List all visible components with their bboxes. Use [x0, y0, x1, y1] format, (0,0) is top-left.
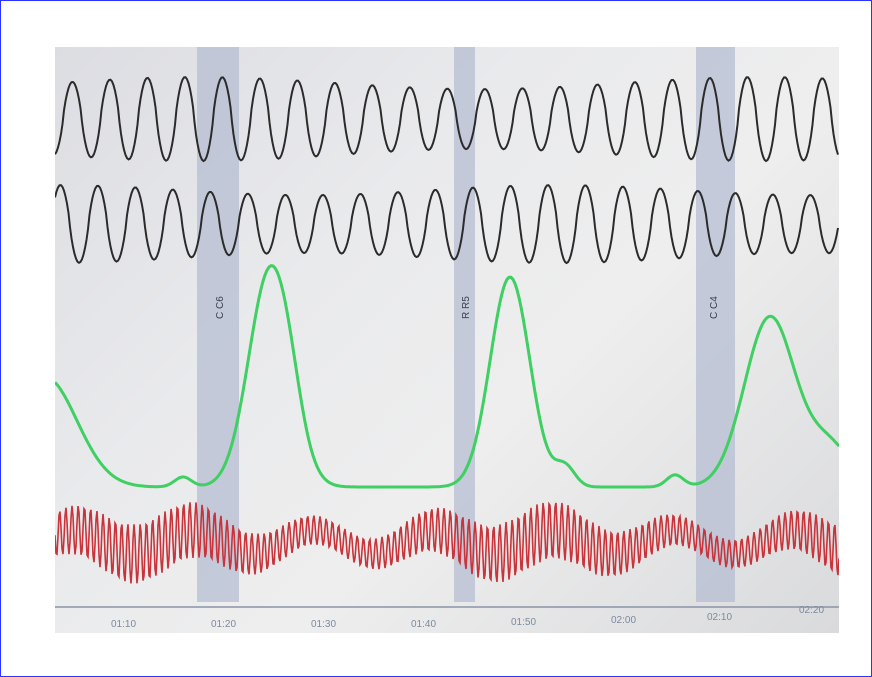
tick-label: 02:00 — [611, 615, 636, 626]
breathing-trace-2 — [55, 184, 839, 265]
event-marker-band — [197, 47, 239, 602]
tick-label: 01:30 — [311, 619, 336, 630]
tick-label: 01:10 — [111, 619, 136, 630]
red-oscillation-trace — [55, 501, 839, 584]
tick-label: 01:40 — [411, 619, 436, 630]
marker-label-r-r5: R R5 — [461, 296, 472, 319]
tick-label: 01:20 — [211, 619, 236, 630]
tick-label: 01:50 — [511, 617, 536, 628]
tick-label: 02:20 — [799, 605, 824, 616]
marker-label-c-c6: C C6 — [215, 296, 226, 319]
monitor-screen: C C6 R R5 C C4 01:10 01:20 01:30 01:40 0… — [55, 47, 839, 630]
marker-label-c-c4: C C4 — [709, 296, 720, 319]
green-trace — [55, 264, 839, 489]
monitor-photo: C C6 R R5 C C4 01:10 01:20 01:30 01:40 0… — [55, 47, 839, 633]
event-marker-band — [696, 47, 735, 602]
breathing-trace-1 — [55, 76, 839, 163]
tick-label: 02:10 — [707, 612, 732, 623]
